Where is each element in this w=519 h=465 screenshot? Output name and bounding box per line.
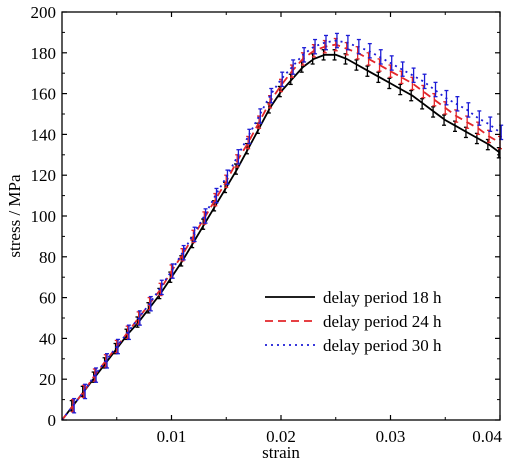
y-tick-label: 140 bbox=[31, 125, 57, 144]
y-tick-label: 0 bbox=[48, 411, 57, 430]
y-tick-label: 120 bbox=[31, 166, 57, 185]
y-tick-label: 60 bbox=[39, 289, 56, 308]
x-tick-label: 0.02 bbox=[266, 427, 296, 446]
y-tick-label: 200 bbox=[31, 3, 57, 22]
legend-label: delay period 24 h bbox=[323, 312, 442, 331]
legend-item: delay period 24 h bbox=[265, 312, 442, 331]
plot-frame bbox=[61, 11, 501, 421]
series-3 bbox=[61, 32, 504, 421]
y-tick-label: 20 bbox=[39, 370, 56, 389]
y-tick-label: 100 bbox=[31, 207, 57, 226]
series-line bbox=[61, 39, 501, 421]
series-layer bbox=[61, 32, 504, 421]
series-2 bbox=[61, 37, 502, 421]
x-axis: 0.01 0.02 0.03 0.04 bbox=[116, 12, 503, 446]
x-tick-label: 0.04 bbox=[472, 427, 502, 446]
y-tick-label: 160 bbox=[31, 85, 57, 104]
legend-label: delay period 30 h bbox=[323, 336, 442, 355]
legend-item: delay period 30 h bbox=[265, 336, 442, 355]
legend-label: delay period 18 h bbox=[323, 288, 442, 307]
y-axis: 0 20 40 60 80 100 120 140 160 180 200 bbox=[31, 3, 500, 430]
series-line bbox=[61, 53, 501, 421]
legend-item: delay period 18 h bbox=[265, 288, 442, 307]
x-axis-label: strain bbox=[262, 443, 300, 462]
x-tick-label: 0.03 bbox=[376, 427, 406, 446]
y-tick-label: 80 bbox=[39, 248, 56, 267]
y-axis-label: stress / MPa bbox=[5, 174, 24, 258]
y-tick-label: 40 bbox=[39, 329, 56, 348]
legend: delay period 18 h delay period 24 h delay … bbox=[265, 288, 442, 355]
x-tick-label: 0.01 bbox=[157, 427, 187, 446]
y-tick-label: 180 bbox=[31, 44, 57, 63]
